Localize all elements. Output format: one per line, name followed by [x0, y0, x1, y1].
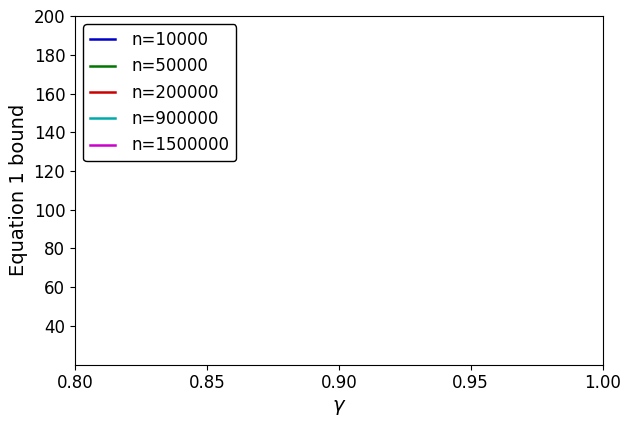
- Y-axis label: Equation 1 bound: Equation 1 bound: [9, 104, 28, 276]
- X-axis label: $\gamma$: $\gamma$: [331, 398, 346, 417]
- Legend: n=10000, n=50000, n=200000, n=900000, n=1500000: n=10000, n=50000, n=200000, n=900000, n=…: [83, 24, 236, 161]
